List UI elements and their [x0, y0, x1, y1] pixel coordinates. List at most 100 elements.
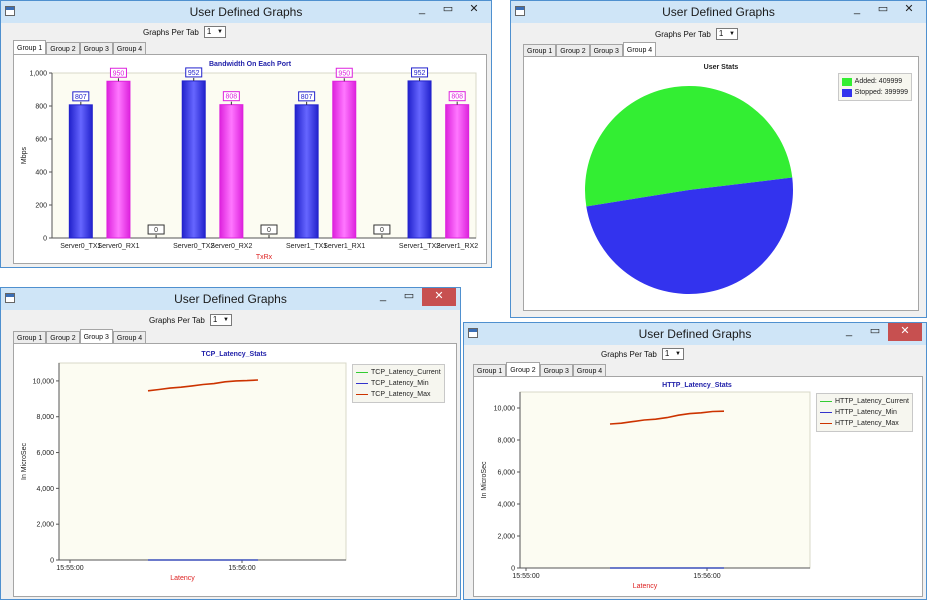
legend-label: TCP_Latency_Max	[371, 391, 431, 398]
data-label-box	[373, 224, 391, 235]
tab-group-4[interactable]: Group 4	[572, 364, 607, 378]
user-stats-pie-chart: User Stats	[585, 64, 794, 295]
bar	[294, 104, 319, 239]
graphs-per-tab-select[interactable]: 1 ▼	[661, 348, 684, 360]
tab-group-4[interactable]: Group 4	[112, 42, 147, 56]
series-line	[609, 410, 725, 425]
maximize-button[interactable]: ▭	[442, 3, 454, 15]
minimize-button[interactable]: _	[418, 3, 426, 15]
chart-panel: User Stats Added: 409999 Stopped: 399999	[523, 56, 919, 311]
x-tick-label: Server0_RX2	[210, 243, 252, 250]
bar	[68, 104, 93, 239]
graphs-per-tab-select[interactable]: 1 ▼	[209, 314, 232, 326]
data-label: 807	[75, 94, 87, 101]
tab-group-2[interactable]: Group 2	[46, 42, 80, 56]
graphs-per-tab-row: Graphs Per Tab 1 ▼	[149, 314, 232, 326]
chart-panel: TCP_Latency_Stats 0 2,000 4,000 6,000 8,000 10…	[13, 343, 457, 597]
tab-group-1[interactable]: Group 1	[473, 364, 507, 378]
app-icon[interactable]	[468, 328, 478, 338]
tab-group-3[interactable]: Group 3	[589, 44, 623, 58]
tab-group-2[interactable]: Group 2	[506, 362, 540, 378]
x-tick-label: 15:56:00	[228, 565, 255, 572]
close-button[interactable]: ✕	[469, 3, 479, 15]
chart-title: User Stats	[704, 64, 739, 71]
title-bar[interactable]: User Defined Graphs _ ▭ ✕	[1, 1, 491, 23]
tab-group-2[interactable]: Group 2	[556, 44, 590, 58]
tab-group-4[interactable]: Group 4	[622, 42, 657, 58]
minimize-button[interactable]: _	[379, 290, 387, 302]
minimize-button[interactable]: _	[845, 325, 853, 337]
graphs-per-tab-label: Graphs Per Tab	[655, 29, 711, 39]
x-tick-label: 15:56:00	[693, 573, 720, 580]
maximize-button[interactable]: ▭	[877, 3, 889, 15]
tab-group-1[interactable]: Group 1	[13, 40, 47, 56]
close-button[interactable]: ✕	[904, 3, 914, 15]
graphs-per-tab-label: Graphs Per Tab	[149, 315, 205, 325]
title-bar[interactable]: User Defined Graphs _ ▭ ✕	[464, 323, 926, 345]
chevron-down-icon: ▼	[728, 31, 735, 37]
y-tick-label: 0	[50, 558, 54, 565]
window-user-stats: User Defined Graphs _ ▭ ✕ Graphs Per Tab…	[510, 0, 927, 318]
graphs-per-tab-value: 1	[212, 315, 218, 324]
window-title: User Defined Graphs	[638, 327, 752, 341]
legend-item: HTTP_Latency_Min	[820, 407, 909, 418]
legend-label: TCP_Latency_Current	[371, 369, 441, 376]
maximize-button[interactable]: ▭	[869, 325, 881, 337]
app-icon[interactable]	[5, 6, 15, 16]
data-label-box	[335, 67, 353, 78]
graphs-per-tab-value: 1	[206, 27, 212, 36]
data-label: 0	[154, 227, 158, 234]
window-title: User Defined Graphs	[662, 5, 775, 19]
chart-legend: Added: 409999 Stopped: 399999	[837, 73, 912, 101]
y-axis-label: In MicroSec	[481, 461, 488, 498]
app-icon[interactable]	[5, 293, 15, 303]
close-button[interactable]: ✕	[888, 323, 922, 341]
y-tick-label: 0	[511, 566, 515, 573]
series-line	[147, 379, 259, 392]
data-label: 807	[301, 94, 313, 101]
window-tcp-latency: User Defined Graphs _ ▭ ✕ Graphs Per Tab…	[0, 287, 461, 600]
tab-strip: Group 1 Group 2 Group 3 Group 4	[13, 329, 147, 345]
legend-label: Stopped: 399999	[854, 89, 908, 96]
legend-swatch	[841, 77, 852, 86]
data-label: 950	[338, 70, 350, 77]
minimize-button[interactable]: _	[853, 3, 861, 15]
data-label: 950	[113, 70, 125, 77]
x-axis-label: Latency	[170, 575, 195, 582]
y-axis-label: In MicroSec	[21, 443, 28, 480]
x-tick-label: Server0_TX2	[173, 243, 214, 250]
chevron-down-icon: ▼	[222, 317, 229, 323]
graphs-per-tab-select[interactable]: 1 ▼	[715, 28, 738, 40]
tab-group-3[interactable]: Group 3	[79, 42, 113, 56]
tab-group-3[interactable]: Group 3	[539, 364, 573, 378]
tab-group-3[interactable]: Group 3	[79, 329, 113, 345]
graphs-per-tab-label: Graphs Per Tab	[601, 349, 657, 359]
maximize-button[interactable]: ▭	[403, 290, 415, 302]
legend-label: HTTP_Latency_Max	[835, 420, 899, 427]
title-bar[interactable]: User Defined Graphs _ ▭ ✕	[511, 1, 926, 23]
legend-item: TCP_Latency_Max	[356, 389, 441, 400]
tab-group-4[interactable]: Group 4	[112, 331, 147, 345]
graphs-per-tab-select[interactable]: 1 ▼	[203, 26, 226, 38]
data-label-box	[411, 67, 429, 78]
plot-area	[58, 362, 347, 561]
tab-group-2[interactable]: Group 2	[46, 331, 80, 345]
bar	[332, 80, 357, 239]
y-tick-label: 4,000	[497, 502, 515, 509]
app-icon[interactable]	[515, 6, 525, 16]
window-bandwidth: User Defined Graphs _ ▭ ✕ Graphs Per Tab…	[0, 0, 492, 268]
y-tick-label: 2,000	[36, 522, 54, 529]
x-tick-label: Server1_RX1	[323, 243, 365, 250]
graphs-per-tab-value: 1	[718, 29, 724, 38]
legend-item: HTTP_Latency_Max	[820, 418, 909, 429]
graphs-per-tab-row: Graphs Per Tab 1 ▼	[655, 28, 738, 40]
close-button[interactable]: ✕	[422, 288, 456, 306]
data-label: 808	[451, 94, 463, 101]
tab-group-1[interactable]: Group 1	[13, 331, 47, 345]
x-tick-label: Server1_TX1	[286, 243, 327, 250]
legend-label: Added: 409999	[854, 78, 903, 85]
y-tick-label: 2,000	[497, 534, 515, 541]
legend-label: HTTP_Latency_Min	[835, 409, 897, 416]
title-bar[interactable]: User Defined Graphs _ ▭ ✕	[1, 288, 460, 310]
tab-group-1[interactable]: Group 1	[523, 44, 557, 58]
